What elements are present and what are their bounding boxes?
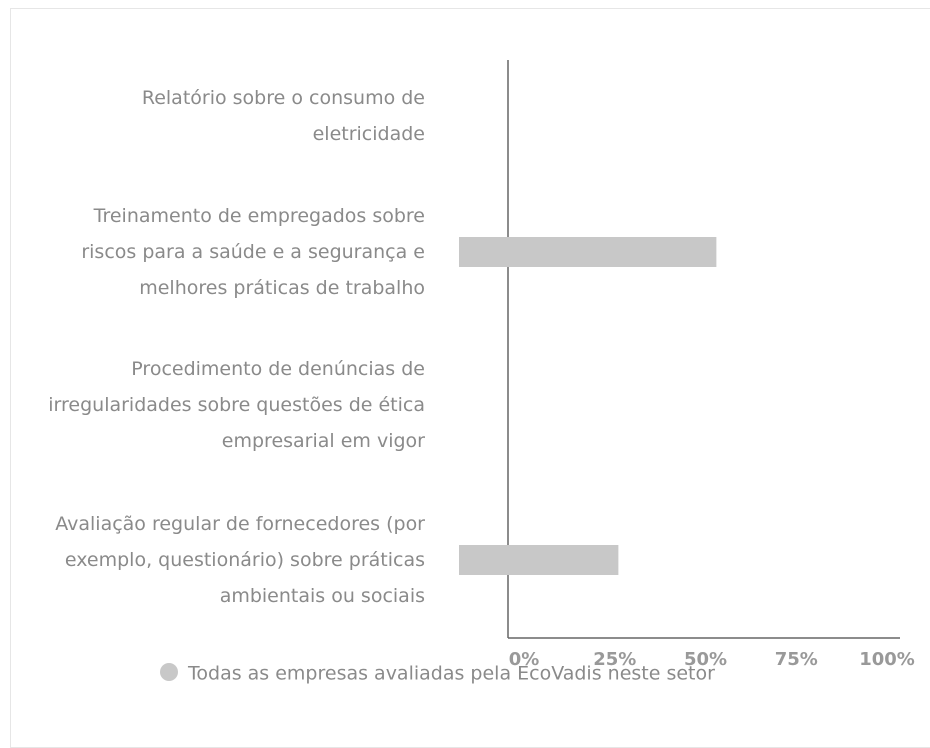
x-tick-label: 0% bbox=[509, 649, 540, 670]
category-label: Treinamento de empregados sobre riscos p… bbox=[81, 205, 425, 299]
bar bbox=[459, 545, 619, 575]
x-tick-label: 100% bbox=[859, 649, 915, 670]
category-label: Procedimento de denúncias de irregularid… bbox=[48, 358, 425, 452]
bar bbox=[459, 237, 717, 267]
legend-label: Todas as empresas avaliadas pela EcoVadi… bbox=[187, 663, 715, 685]
x-tick-label: 50% bbox=[684, 649, 727, 670]
x-tick-label: 75% bbox=[775, 649, 818, 670]
category-label: Relatório sobre o consumo de eletricidad… bbox=[141, 87, 425, 145]
category-label: Avaliação regular de fornecedores (por e… bbox=[55, 513, 425, 607]
x-tick-label: 25% bbox=[593, 649, 636, 670]
legend-marker bbox=[160, 663, 178, 681]
